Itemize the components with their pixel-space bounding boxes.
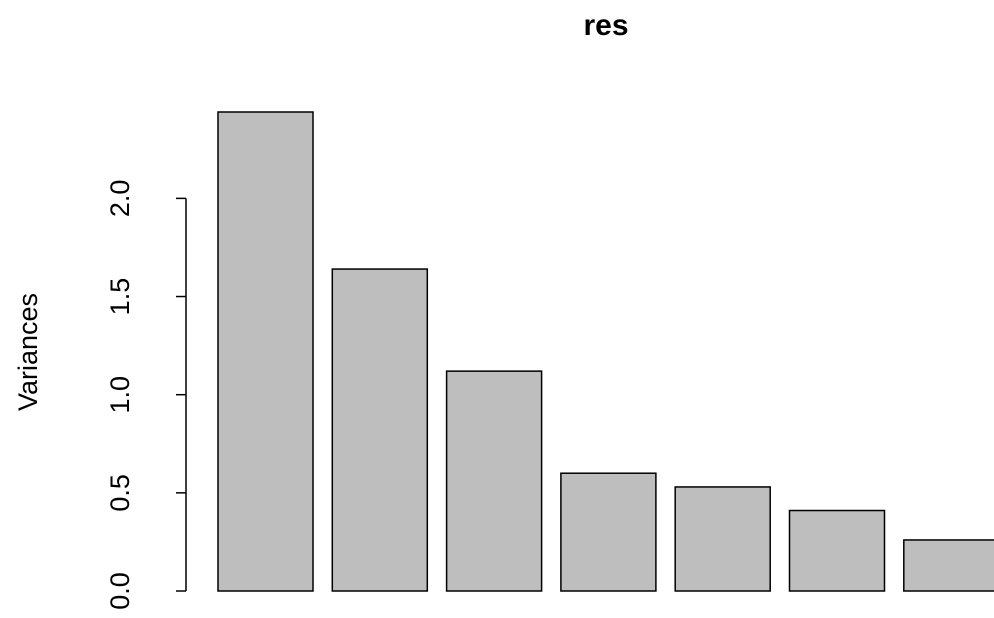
bar: [788, 509, 886, 592]
bar: [903, 539, 994, 592]
y-axis-label: Variances: [13, 293, 43, 411]
bar: [217, 111, 314, 592]
bar: [445, 370, 543, 592]
y-tick-label: 0.5: [105, 474, 135, 512]
y-tick-label: 2.0: [105, 180, 135, 218]
bar: [674, 486, 771, 592]
y-tick-label: 1.5: [105, 278, 135, 316]
y-tick-label: 0.0: [105, 572, 135, 610]
bar: [560, 472, 657, 592]
bar: [331, 268, 429, 592]
chart-title: res: [583, 9, 628, 42]
y-tick-label: 1.0: [105, 376, 135, 414]
